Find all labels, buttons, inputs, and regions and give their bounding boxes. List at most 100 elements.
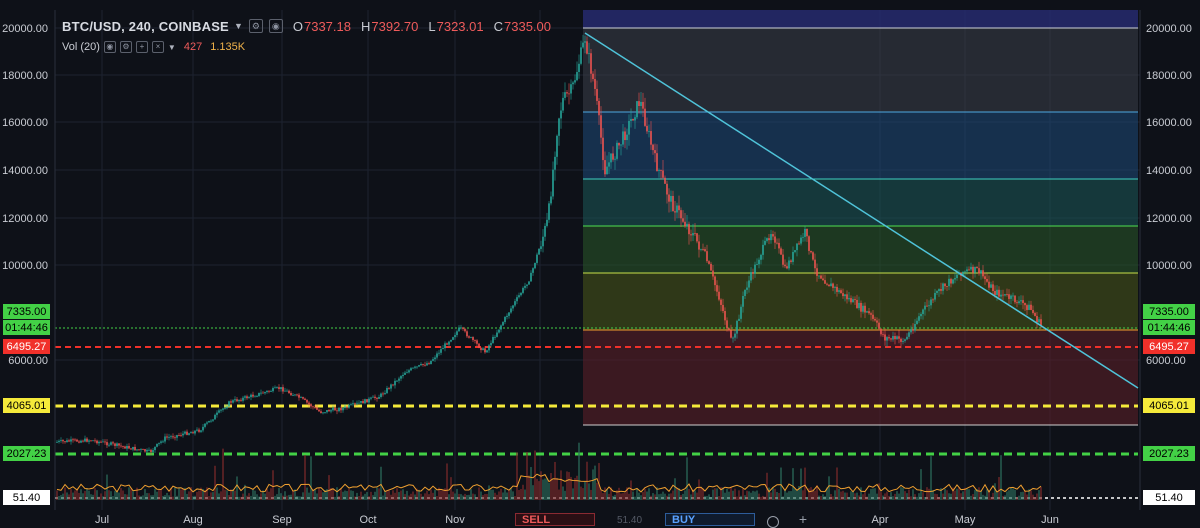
candle-body	[1040, 319, 1042, 327]
volume-bar	[496, 494, 498, 500]
candle-body	[404, 372, 406, 375]
volume-bar	[1034, 496, 1036, 500]
candle-body	[774, 236, 776, 243]
candle-body	[708, 261, 710, 264]
high-value: 7392.70	[371, 18, 419, 34]
candle-body	[84, 438, 86, 442]
volume-bar	[528, 475, 530, 500]
candle-body	[458, 327, 460, 332]
eye-icon[interactable]: ◉	[103, 41, 116, 53]
chevron-down-icon[interactable]: ▼	[233, 21, 243, 31]
volume-bar	[1002, 495, 1004, 500]
candle-body	[914, 324, 916, 331]
add-panel-icon[interactable]: +	[798, 511, 808, 527]
volume-bar	[780, 467, 782, 500]
candle-body	[216, 412, 218, 415]
volume-bar	[260, 493, 262, 500]
volume-bar	[862, 494, 864, 500]
candle-body	[554, 156, 556, 170]
price-tag	[1143, 398, 1195, 413]
candle-body	[706, 251, 708, 262]
volume-label[interactable]: Vol (20)	[62, 41, 100, 53]
candle-body	[898, 336, 900, 339]
fib-zone	[583, 112, 1138, 179]
volume-bar	[374, 491, 376, 500]
candle-body	[900, 338, 902, 342]
volume-bar	[736, 496, 738, 500]
candle-body	[382, 393, 384, 395]
settings-icon[interactable]: ⚙	[119, 41, 132, 53]
chevron-down-icon[interactable]: ▼	[167, 42, 176, 52]
volume-bar	[922, 492, 924, 500]
candle-body	[546, 219, 548, 226]
candle-body	[502, 322, 504, 326]
volume-bar	[878, 483, 880, 500]
volume-bar	[518, 490, 520, 500]
volume-bar	[968, 489, 970, 500]
price-tag-label: 01:44:46	[1148, 322, 1191, 334]
candle-body	[152, 450, 154, 453]
candle-body	[376, 397, 378, 399]
volume-bar	[634, 496, 636, 500]
close-icon[interactable]: ×	[151, 41, 164, 53]
fibonacci-retracement	[583, 10, 1138, 426]
volume-bar	[850, 491, 852, 500]
buy-button[interactable]: BUY	[665, 513, 755, 526]
volume-bar	[86, 488, 88, 500]
candle-body	[1014, 295, 1016, 303]
volume-bar	[380, 466, 382, 500]
sell-button[interactable]: SELL	[515, 513, 595, 526]
candle-body	[1032, 309, 1034, 313]
candle-body	[442, 348, 444, 350]
candle-body	[206, 422, 208, 424]
volume-bar	[974, 489, 976, 500]
volume-bar	[174, 487, 176, 500]
candle-body	[304, 398, 306, 400]
candle-body	[662, 170, 664, 178]
candle-body	[1002, 294, 1004, 296]
price-axis-label: 20000.00	[2, 23, 48, 35]
candle-body	[260, 392, 262, 394]
volume-bar	[1012, 488, 1014, 500]
candle-body	[614, 158, 616, 160]
candle-body	[526, 284, 528, 286]
candle-body	[630, 118, 632, 121]
volume-bar	[270, 488, 272, 500]
hide-icon[interactable]: ◉	[268, 19, 283, 33]
candle-body	[272, 387, 274, 392]
candle-body	[654, 150, 656, 154]
gear-icon[interactable]	[767, 516, 779, 528]
candle-body	[430, 360, 432, 365]
volume-bar	[998, 477, 1000, 500]
time-axis-label: May	[955, 514, 976, 526]
candle-body	[126, 446, 128, 449]
candle-body	[688, 223, 690, 235]
symbol-name[interactable]: BTC/USD, 240, COINBASE	[62, 18, 229, 34]
candle-body	[936, 291, 938, 293]
price-axis-label: 20000.00	[1146, 23, 1192, 35]
candle-body	[358, 402, 360, 404]
candle-body	[266, 390, 268, 393]
add-icon[interactable]: +	[135, 41, 148, 53]
volume-bar	[962, 491, 964, 500]
volume-bar	[642, 492, 644, 500]
settings-icon[interactable]: ⚙	[248, 19, 263, 33]
volume-bar	[952, 487, 954, 500]
time-axis-label: Jul	[95, 514, 109, 526]
candle-body	[796, 243, 798, 251]
candle-body	[448, 341, 450, 345]
fib-zone	[583, 10, 1138, 28]
candle-body	[568, 93, 570, 95]
candle-body	[540, 246, 542, 249]
candle-body	[558, 118, 560, 136]
volume-bar	[608, 493, 610, 500]
candle-body	[64, 441, 66, 443]
volume-bar	[96, 490, 98, 500]
candle-body	[1030, 304, 1032, 310]
candle-body	[606, 166, 608, 175]
candle-body	[586, 41, 588, 54]
candle-body	[72, 439, 74, 441]
trend-line	[584, 32, 1139, 389]
volume-bar	[336, 487, 338, 500]
